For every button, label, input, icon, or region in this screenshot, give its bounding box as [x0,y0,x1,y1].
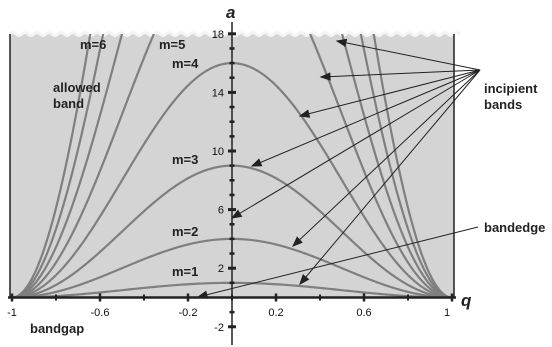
x-tick-label: 0.6 [356,307,371,319]
label-m6: m=6 [80,37,106,52]
incipient-bands-label-line2: bands [484,97,522,112]
arrow-incipient-2-head [319,72,331,81]
y-tick-label: 6 [218,205,224,217]
arrow-incipient-6 [292,69,481,247]
x-tick-label: 1 [444,307,450,319]
x-tick-label: -0.6 [91,307,110,319]
arrow-incipient-6-head [291,236,303,247]
arrow-incipient-7-head [299,274,310,286]
arrow-incipient-2 [320,69,481,78]
arrow-incipient-1 [336,40,481,71]
bandedge-label: bandedge [484,220,545,235]
curve-incipient-1 [11,34,453,298]
curve-incipient-2 [11,34,453,298]
label-m3: m=3 [172,152,198,167]
arrow-bandedge-head [196,290,209,299]
bandgap-label: bandgap [30,321,84,336]
label-m4: m=4 [172,56,199,71]
arrow-incipient-3 [299,69,481,117]
y-tick-label: 18 [212,29,224,41]
label-m5: m=5 [159,37,185,52]
incipient-bands-label-line1: incipient [484,81,538,96]
allowed-band-label-line1: allowed [53,80,101,95]
arrow-incipient-4 [251,69,481,167]
curve-m=5 [11,34,453,298]
arrow-incipient-3-head [298,109,311,118]
y-axis-label: a [226,3,235,22]
arrow-incipient-1-head [335,38,348,48]
arrow-incipient-5-head [230,209,243,219]
x-tick-label: -0.2 [179,307,198,319]
label-m2: m=2 [172,224,198,239]
tick-group: -2 2 6 10 14 18 -1 -0.6 -0.2 0.2 0.6 1 [7,29,454,334]
y-tick-label: 14 [212,87,224,99]
y-tick-label: -2 [214,322,224,334]
arrow-incipient-7 [299,69,481,285]
wavy-top-edge [8,31,462,37]
y-tick-label: 10 [212,146,224,158]
arrow-incipient-4-head [250,158,263,167]
y-tick-label: 2 [218,263,224,275]
arrow-group [196,38,481,299]
x-tick-label: -1 [7,307,17,319]
arrow-incipient-5 [231,69,481,219]
x-axis-label: q [461,291,472,310]
label-m1: m=1 [172,264,198,279]
allowed-band-label-line2: band [53,96,84,111]
x-tick-label: 0.2 [268,307,283,319]
arrow-bandedge [197,226,479,298]
